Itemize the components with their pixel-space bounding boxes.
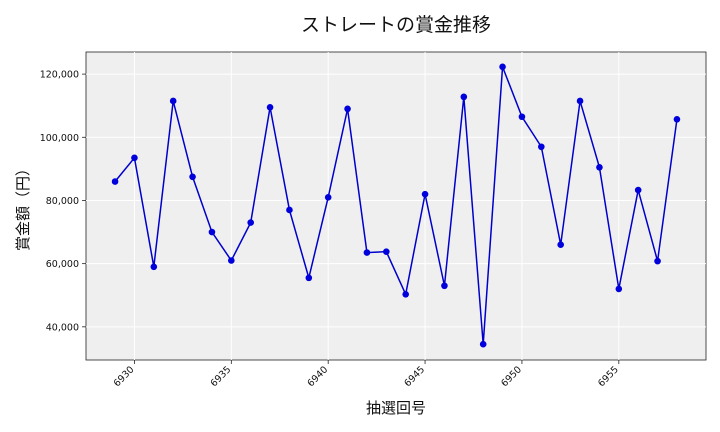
data-point — [324, 194, 332, 201]
chart-title: ストレートの賞金推移 — [301, 14, 491, 36]
data-point — [499, 63, 506, 71]
data-series — [111, 63, 681, 348]
data-point — [150, 263, 158, 271]
data-point — [383, 248, 390, 255]
x-tick-label: 6940 — [305, 364, 330, 389]
data-point — [286, 206, 293, 214]
data-point — [131, 154, 138, 162]
x-tick-label: 6945 — [402, 364, 427, 389]
data-point — [247, 219, 254, 226]
y-axis-label: 賞金額（円） — [14, 161, 32, 251]
data-point — [479, 340, 487, 348]
y-tick-label: 100,000 — [40, 133, 79, 144]
data-point — [576, 97, 584, 105]
data-point — [441, 282, 448, 290]
data-point — [305, 274, 313, 282]
data-point — [538, 143, 545, 151]
data-point — [402, 290, 409, 298]
x-axis-label: 抽選回号 — [366, 399, 426, 417]
data-point — [208, 228, 216, 236]
y-axis-ticks: 40,000 60,000 80,000 100,000 120,000 — [40, 70, 86, 333]
y-tick-label: 60,000 — [46, 259, 79, 270]
data-point — [189, 173, 196, 181]
data-point — [266, 103, 274, 111]
data-point — [421, 190, 429, 198]
data-point — [596, 164, 603, 171]
x-tick-label: 6930 — [112, 364, 137, 389]
data-point — [654, 257, 661, 265]
data-point — [673, 115, 681, 123]
x-tick-label: 6955 — [596, 364, 621, 389]
y-tick-label: 40,000 — [46, 322, 79, 333]
data-point — [169, 97, 177, 105]
data-point — [557, 241, 564, 248]
data-point — [344, 105, 351, 113]
plot-area — [85, 51, 707, 361]
data-point — [634, 186, 642, 194]
series-line — [114, 66, 678, 345]
data-point — [111, 178, 119, 185]
grid — [86, 52, 706, 360]
x-tick-label: 6935 — [209, 364, 234, 389]
data-point — [363, 249, 371, 256]
data-point — [518, 113, 526, 121]
x-axis-ticks: 6930 6935 6940 6945 6950 6955 — [112, 360, 621, 389]
x-tick-label: 6950 — [499, 364, 524, 389]
y-tick-label: 80,000 — [46, 196, 79, 207]
data-point — [460, 93, 468, 101]
y-tick-label: 120,000 — [40, 70, 79, 81]
data-point — [228, 257, 235, 264]
data-point — [615, 285, 623, 293]
